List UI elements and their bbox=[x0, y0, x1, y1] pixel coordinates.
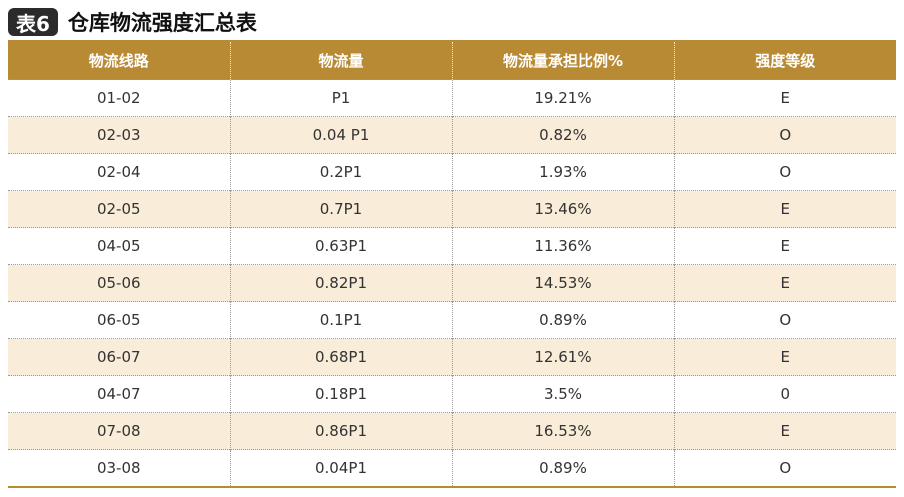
cell-volume: 0.04P1 bbox=[229, 449, 452, 488]
cell-grade: E bbox=[673, 79, 896, 117]
cell-share: 12.61% bbox=[451, 338, 674, 376]
table-row: 04-05 0.63P1 11.36% E bbox=[8, 227, 896, 265]
logistics-intensity-table: 物流线路 物流量 物流量承担比例% 强度等级 01-02 P1 19.21% E 02-… bbox=[8, 40, 896, 488]
cell-route: 07-08 bbox=[8, 412, 230, 450]
cell-volume: 0.18P1 bbox=[229, 375, 452, 413]
cell-route: 02-04 bbox=[8, 153, 230, 191]
cell-share: 0.89% bbox=[451, 449, 674, 488]
header-route: 物流线路 bbox=[8, 42, 230, 80]
table-caption: 表6 仓库物流强度汇总表 bbox=[8, 6, 257, 38]
cell-volume: 0.04 P1 bbox=[229, 116, 452, 154]
cell-volume: 0.68P1 bbox=[229, 338, 452, 376]
table-header-row: 物流线路 物流量 物流量承担比例% 强度等级 bbox=[8, 42, 896, 80]
table-title: 仓库物流强度汇总表 bbox=[67, 11, 257, 35]
cell-share: 19.21% bbox=[451, 79, 674, 117]
table-row: 05-06 0.82P1 14.53% E bbox=[8, 264, 896, 302]
table-row: 04-07 0.18P1 3.5% 0 bbox=[8, 375, 896, 413]
cell-volume: 0.63P1 bbox=[229, 227, 452, 265]
cell-grade: E bbox=[673, 338, 896, 376]
header-grade: 强度等级 bbox=[673, 42, 896, 80]
table-row: 01-02 P1 19.21% E bbox=[8, 79, 896, 117]
table-row: 02-03 0.04 P1 0.82% O bbox=[8, 116, 896, 154]
table-number-badge: 表6 bbox=[8, 8, 58, 36]
cell-grade: E bbox=[673, 412, 896, 450]
header-share: 物流量承担比例% bbox=[451, 42, 674, 80]
table-body: 01-02 P1 19.21% E 02-03 0.04 P1 0.82% O 02-04 0.2… bbox=[8, 79, 896, 488]
cell-route: 02-05 bbox=[8, 190, 230, 228]
header-volume: 物流量 bbox=[229, 42, 452, 80]
table-row: 06-05 0.1P1 0.89% O bbox=[8, 301, 896, 339]
cell-route: 04-07 bbox=[8, 375, 230, 413]
cell-share: 11.36% bbox=[451, 227, 674, 265]
cell-grade: 0 bbox=[673, 375, 896, 413]
cell-grade: O bbox=[673, 116, 896, 154]
cell-volume: 0.2P1 bbox=[229, 153, 452, 191]
cell-route: 05-06 bbox=[8, 264, 230, 302]
cell-share: 1.93% bbox=[451, 153, 674, 191]
cell-route: 04-05 bbox=[8, 227, 230, 265]
cell-share: 16.53% bbox=[451, 412, 674, 450]
table-row: 02-04 0.2P1 1.93% O bbox=[8, 153, 896, 191]
cell-volume: 0.82P1 bbox=[229, 264, 452, 302]
cell-grade: O bbox=[673, 449, 896, 488]
table-row: 02-05 0.7P1 13.46% E bbox=[8, 190, 896, 228]
cell-grade: E bbox=[673, 227, 896, 265]
cell-route: 03-08 bbox=[8, 449, 230, 488]
cell-volume: 0.7P1 bbox=[229, 190, 452, 228]
cell-grade: E bbox=[673, 190, 896, 228]
cell-volume: P1 bbox=[229, 79, 452, 117]
cell-share: 0.89% bbox=[451, 301, 674, 339]
table-row: 03-08 0.04P1 0.89% O bbox=[8, 449, 896, 488]
cell-volume: 0.86P1 bbox=[229, 412, 452, 450]
cell-grade: O bbox=[673, 153, 896, 191]
table-row: 07-08 0.86P1 16.53% E bbox=[8, 412, 896, 450]
cell-route: 06-05 bbox=[8, 301, 230, 339]
cell-grade: E bbox=[673, 264, 896, 302]
cell-share: 14.53% bbox=[451, 264, 674, 302]
cell-grade: O bbox=[673, 301, 896, 339]
cell-volume: 0.1P1 bbox=[229, 301, 452, 339]
cell-share: 13.46% bbox=[451, 190, 674, 228]
cell-route: 06-07 bbox=[8, 338, 230, 376]
cell-share: 3.5% bbox=[451, 375, 674, 413]
cell-share: 0.82% bbox=[451, 116, 674, 154]
table-row: 06-07 0.68P1 12.61% E bbox=[8, 338, 896, 376]
cell-route: 02-03 bbox=[8, 116, 230, 154]
cell-route: 01-02 bbox=[8, 79, 230, 117]
